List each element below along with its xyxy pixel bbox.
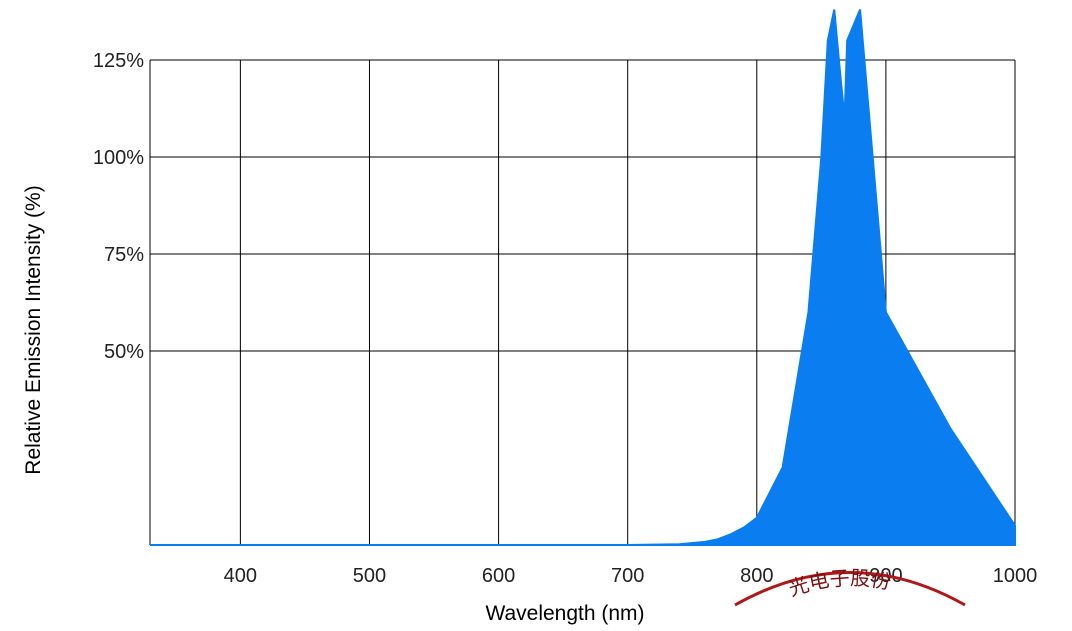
x-tick-label: 600 xyxy=(482,565,515,587)
y-tick-label: 50% xyxy=(104,341,144,363)
series-area-layer xyxy=(150,9,1016,546)
x-tick-label: 400 xyxy=(224,565,257,587)
y-axis-title: Relative Emission Intensity (%) xyxy=(22,185,45,474)
x-axis-title: Wavelength (nm) xyxy=(485,602,644,625)
y-tick-label: 125% xyxy=(93,50,144,72)
x-tick-label: 1000 xyxy=(993,565,1038,587)
x-tick-labels: 400 500 600 700 800 900 1000 xyxy=(224,565,1038,587)
x-tick-label: 700 xyxy=(611,565,644,587)
y-tick-label: 100% xyxy=(93,147,144,169)
y-tick-label: 75% xyxy=(104,244,144,266)
x-tick-label: 500 xyxy=(353,565,386,587)
seal-text: 光电子股份 xyxy=(786,566,893,601)
x-tick-label: 800 xyxy=(740,565,773,587)
y-tick-labels: 50% 75% 100% 125% xyxy=(93,50,144,363)
seal-arc xyxy=(734,571,966,607)
series-area xyxy=(150,9,1016,546)
